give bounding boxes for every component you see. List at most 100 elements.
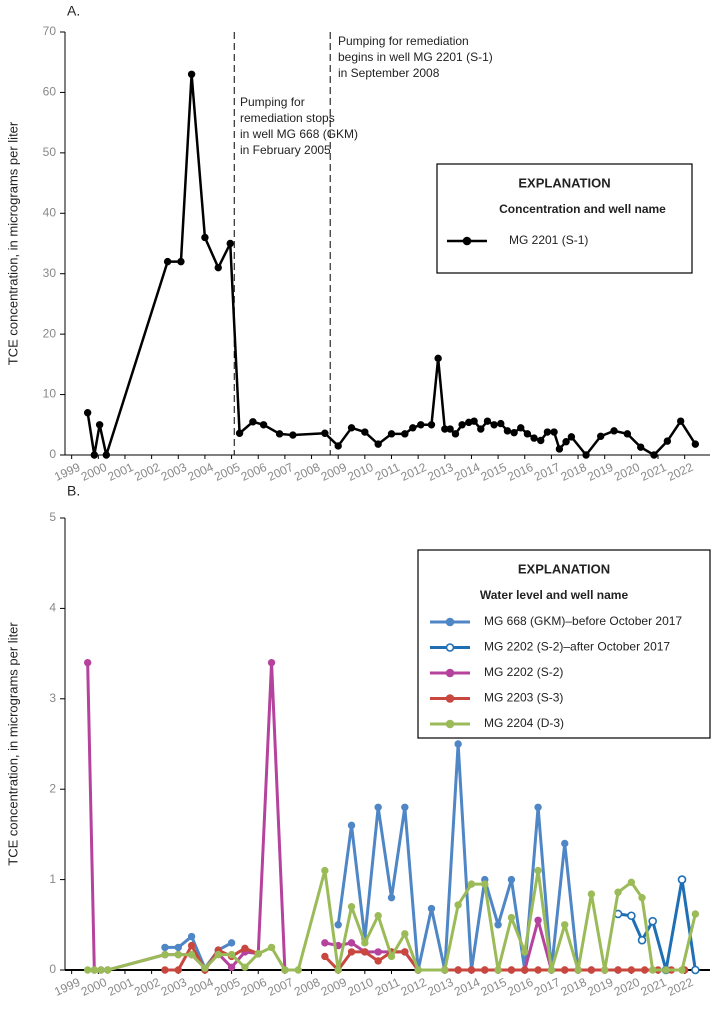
data-point — [481, 880, 489, 888]
legend-label: MG 2203 (S-3) — [484, 691, 563, 705]
data-point — [177, 257, 185, 266]
data-point — [637, 935, 647, 945]
x-tick-label: 2006 — [239, 460, 269, 484]
panel-label: A. — [67, 3, 80, 19]
x-tick-label: 2006 — [239, 975, 269, 999]
annotation: Pumping for remediation — [338, 34, 469, 48]
data-point — [401, 430, 409, 438]
y-tick-label: 3 — [49, 691, 56, 705]
data-point — [561, 921, 569, 929]
data-point — [648, 916, 657, 926]
data-point — [507, 875, 516, 884]
data-point — [161, 950, 169, 959]
x-tick-label: 2002 — [132, 975, 162, 999]
data-point — [507, 966, 516, 974]
data-point — [254, 950, 262, 958]
data-point — [347, 939, 356, 947]
data-point — [587, 966, 596, 974]
legend-box — [417, 549, 711, 739]
x-tick-label: 2015 — [479, 460, 509, 484]
data-point — [387, 893, 396, 902]
x-tick-label: 2000 — [79, 460, 109, 484]
legend-label: MG 668 (GKM)–before October 2017 — [484, 614, 682, 628]
series-line — [86, 661, 287, 972]
data-point — [627, 878, 636, 887]
data-point — [434, 354, 442, 363]
x-tick-label: 2016 — [505, 460, 535, 484]
data-point — [174, 943, 182, 952]
data-point — [267, 943, 276, 952]
y-tick-label: 70 — [43, 24, 57, 38]
x-tick-label: 2019 — [585, 975, 615, 999]
data-point — [534, 966, 542, 974]
data-point — [347, 948, 356, 956]
x-tick-label: 2004 — [185, 460, 215, 484]
x-tick-label: 2010 — [345, 460, 375, 484]
annotation: in well MG 668 (GKM) — [240, 127, 358, 141]
x-tick-label: 2000 — [79, 975, 109, 999]
x-tick-label: 2001 — [105, 975, 135, 999]
data-point — [174, 950, 182, 959]
y-tick-label: 2 — [49, 781, 56, 795]
data-point — [401, 948, 409, 956]
data-point — [347, 821, 356, 830]
data-point — [241, 963, 249, 971]
data-point — [294, 966, 302, 974]
data-point — [321, 429, 329, 437]
data-point — [387, 430, 396, 438]
data-point — [490, 421, 498, 429]
data-point — [467, 880, 476, 888]
data-point — [610, 427, 618, 435]
data-point — [678, 966, 686, 974]
x-tick-label: 1999 — [52, 460, 82, 484]
data-point — [537, 436, 545, 445]
data-point — [102, 451, 111, 459]
data-point — [90, 451, 99, 459]
data-point — [614, 888, 622, 896]
data-point — [267, 658, 276, 667]
data-point — [187, 932, 196, 941]
data-point — [477, 425, 485, 433]
data-point — [530, 434, 538, 442]
data-point — [494, 921, 502, 929]
legend-marker — [462, 236, 472, 246]
x-tick-label: 2009 — [319, 460, 349, 484]
data-point — [187, 950, 196, 959]
data-point — [574, 966, 582, 974]
x-tick-label: 2020 — [612, 975, 642, 999]
data-point — [451, 430, 460, 438]
data-point — [374, 803, 382, 811]
data-point — [534, 803, 542, 811]
x-tick-label: 2016 — [505, 975, 535, 999]
legend-marker — [445, 668, 455, 678]
data-point — [561, 839, 569, 848]
data-point — [334, 966, 342, 974]
legend-title: EXPLANATION — [518, 561, 610, 576]
data-point — [521, 966, 529, 974]
data-point — [637, 443, 645, 451]
x-tick-label: 2013 — [425, 975, 455, 999]
x-tick-label: 2022 — [665, 460, 695, 484]
x-tick-label: 2009 — [319, 975, 349, 999]
data-point — [214, 263, 222, 272]
data-point — [587, 890, 596, 898]
data-point — [446, 425, 454, 433]
data-point — [467, 966, 476, 974]
data-point — [387, 952, 396, 961]
legend-marker — [445, 643, 455, 652]
data-point — [510, 428, 518, 437]
data-point — [187, 70, 196, 79]
x-tick-label: 2019 — [585, 460, 615, 484]
data-point — [235, 429, 244, 437]
data-point — [321, 866, 329, 875]
data-point — [523, 430, 532, 438]
data-point — [483, 417, 492, 425]
x-tick-label: 2017 — [532, 460, 562, 484]
x-tick-label: 2018 — [559, 975, 589, 999]
x-tick-label: 2003 — [159, 460, 189, 484]
legend-title: EXPLANATION — [518, 175, 610, 190]
data-point — [562, 438, 570, 446]
data-point — [374, 912, 382, 920]
data-point — [638, 893, 646, 902]
